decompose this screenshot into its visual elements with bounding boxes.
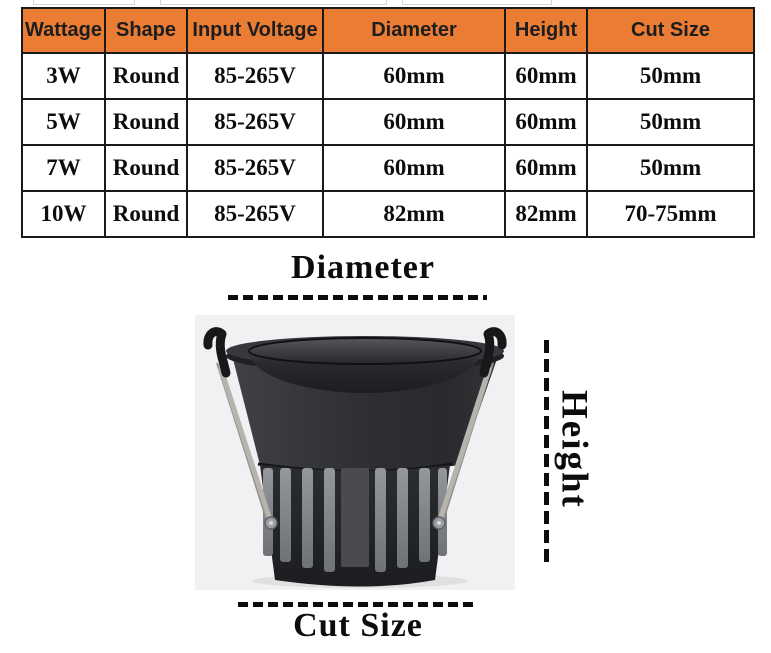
spec-cell: 60mm <box>322 52 506 100</box>
spec-cell: 82mm <box>322 190 506 238</box>
spec-cell: 85-265V <box>186 98 324 146</box>
cropped-table-remnant <box>160 0 387 5</box>
spec-cell: 60mm <box>322 144 506 192</box>
col-header-cut-size: Cut Size <box>586 7 755 54</box>
left-clip-pivot-pin <box>269 521 273 525</box>
spec-cell: 85-265V <box>186 190 324 238</box>
cropped-table-remnant <box>402 0 552 5</box>
diameter-dimension-label: Diameter <box>291 249 435 286</box>
spec-cell: Round <box>104 98 188 146</box>
spec-cell: 85-265V <box>186 144 324 192</box>
spec-cell: Round <box>104 190 188 238</box>
spec-table: Wattage Shape Input Voltage Diameter Hei… <box>21 7 755 238</box>
left-spring-arm <box>218 366 274 526</box>
spec-row-5w: 5W Round 85-265V 60mm 60mm 50mm <box>21 98 755 146</box>
downlight-illustration <box>203 327 507 588</box>
spec-cell: Round <box>104 52 188 100</box>
spec-cell: 82mm <box>504 190 588 238</box>
product-photo <box>195 315 515 590</box>
height-dimension-line <box>544 340 549 567</box>
spec-cell: 50mm <box>586 144 755 192</box>
right-clip-pivot-pin <box>437 521 441 525</box>
col-header-diameter: Diameter <box>322 7 506 54</box>
left-clip-tab <box>203 327 231 378</box>
spec-cell: 7W <box>21 144 106 192</box>
spec-header-row: Wattage Shape Input Voltage Diameter Hei… <box>21 7 755 54</box>
heatsink-gaps <box>263 468 447 572</box>
right-clip-tab <box>479 327 507 378</box>
spec-cell: Round <box>104 144 188 192</box>
bowl-interior <box>249 338 481 393</box>
spec-cell: 5W <box>21 98 106 146</box>
lamp-cone-body <box>233 359 497 472</box>
col-header-shape: Shape <box>104 7 188 54</box>
spec-row-7w: 7W Round 85-265V 60mm 60mm 50mm <box>21 144 755 192</box>
cut-size-dimension-label: Cut Size <box>293 607 423 644</box>
spec-cell: 50mm <box>586 98 755 146</box>
col-header-wattage: Wattage <box>21 7 106 54</box>
spec-cell: 10W <box>21 190 106 238</box>
height-dimension-label: Height <box>553 390 595 509</box>
spec-cell: 50mm <box>586 52 755 100</box>
spec-cell: 85-265V <box>186 52 324 100</box>
bowl-rim <box>248 337 482 365</box>
spec-cell: 60mm <box>504 52 588 100</box>
spec-row-3w: 3W Round 85-265V 60mm 60mm 50mm <box>21 52 755 100</box>
spec-row-10w: 10W Round 85-265V 82mm 82mm 70-75mm <box>21 190 755 238</box>
cut-size-dimension-line <box>238 602 474 607</box>
col-header-input-voltage: Input Voltage <box>186 7 324 54</box>
spec-cell: 60mm <box>504 98 588 146</box>
spec-cell: 60mm <box>504 144 588 192</box>
spec-cell: 70-75mm <box>586 190 755 238</box>
diameter-dimension-line <box>228 295 487 300</box>
col-header-height: Height <box>504 7 588 54</box>
spec-cell: 3W <box>21 52 106 100</box>
cropped-table-remnant <box>33 0 135 5</box>
right-spring-arm <box>436 366 492 526</box>
spec-cell: 60mm <box>322 98 506 146</box>
